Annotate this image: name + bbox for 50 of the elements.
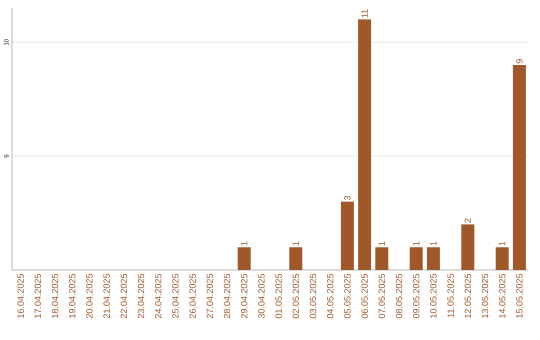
data-label: 1 bbox=[499, 241, 506, 246]
x-tick-label: 01.05.2025 bbox=[275, 274, 282, 318]
data-label: 9 bbox=[516, 59, 523, 64]
x-tick-label: 11.05.2025 bbox=[447, 274, 454, 318]
x-tick-label: 22.04.2025 bbox=[120, 274, 127, 318]
x-tick-label: 19.04.2025 bbox=[69, 274, 76, 318]
data-label: 1 bbox=[430, 241, 436, 246]
bar bbox=[426, 247, 440, 270]
x-tick-label: 15.05.2025 bbox=[516, 274, 523, 318]
data-label: 1 bbox=[378, 241, 385, 246]
x-tick-label: 03.05.2025 bbox=[310, 274, 316, 318]
x-tick-label: 16.04.2025 bbox=[17, 274, 24, 318]
bar bbox=[496, 247, 509, 270]
x-tick-label: 07.05.2025 bbox=[378, 274, 385, 318]
data-label: 3 bbox=[344, 196, 351, 200]
data-label: 1 bbox=[292, 241, 299, 246]
x-tick-label: 28.04.2025 bbox=[224, 274, 230, 318]
x-tick-label: 05.05.2025 bbox=[344, 274, 351, 318]
x-tick-label: 25.04.2025 bbox=[172, 274, 179, 318]
x-tick-label: 24.04.2025 bbox=[155, 274, 162, 318]
x-tick-label: 18.04.2025 bbox=[52, 274, 58, 318]
bar bbox=[375, 247, 388, 270]
bar bbox=[340, 202, 354, 270]
x-tick-label: 13.05.2025 bbox=[482, 274, 488, 318]
x-tick-label: 21.04.2025 bbox=[103, 274, 110, 318]
x-tick-label: 02.05.2025 bbox=[292, 274, 299, 318]
bar bbox=[512, 64, 526, 270]
data-label: 2 bbox=[464, 218, 471, 223]
data-label: 1 bbox=[241, 241, 248, 246]
x-tick-label: 12.05.2025 bbox=[464, 274, 471, 318]
x-tick-label: 29.04.2025 bbox=[241, 274, 248, 318]
bar bbox=[410, 247, 423, 270]
x-tick-label: 06.05.2025 bbox=[361, 274, 368, 318]
x-tick-label: 17.04.2025 bbox=[34, 274, 41, 318]
x-tick-label: 23.04.2025 bbox=[138, 274, 144, 318]
bar bbox=[461, 224, 474, 270]
x-tick-label: 27.04.2025 bbox=[206, 274, 213, 318]
x-tick-label: 04.05.2025 bbox=[327, 274, 334, 318]
x-tick-label: 10.05.2025 bbox=[430, 274, 437, 318]
bar bbox=[289, 247, 302, 270]
x-tick-label: 20.04.2025 bbox=[86, 274, 93, 318]
x-tick-label: 08.05.2025 bbox=[396, 274, 402, 318]
x-tick-label: 26.04.2025 bbox=[189, 274, 196, 318]
x-tick-label: 14.05.2025 bbox=[499, 274, 506, 318]
bar bbox=[358, 19, 372, 270]
data-label: 11 bbox=[362, 9, 368, 18]
x-tick-label: 09.05.2025 bbox=[413, 274, 420, 318]
bar bbox=[238, 247, 251, 270]
data-label: 1 bbox=[413, 241, 420, 246]
x-tick-label: 30.04.2025 bbox=[258, 274, 265, 318]
